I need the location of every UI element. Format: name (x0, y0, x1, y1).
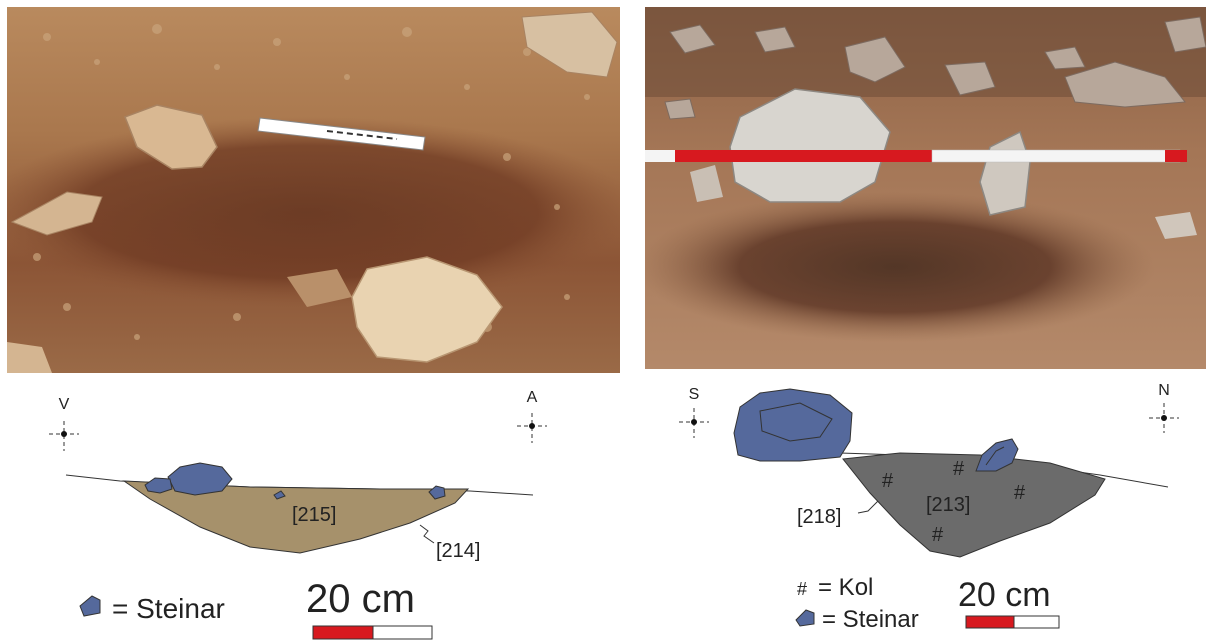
excavation-photo-left (7, 7, 620, 373)
compass-label-a: A (527, 389, 538, 406)
compass-marker-s: S (679, 386, 709, 438)
fill-213-shape (842, 452, 1106, 558)
scale-label-left: 20 cm (306, 577, 415, 621)
fill-label-215: [215] (292, 504, 336, 526)
scale-bar-red (312, 625, 374, 640)
scale-bar-red-right (965, 615, 1015, 629)
stone-shape (273, 490, 286, 500)
cut-leader-line (419, 524, 435, 544)
scale-label-right: 20 cm (958, 576, 1051, 614)
fill-215-shape (122, 480, 470, 554)
compass-label-s: S (689, 386, 700, 403)
compass-marker-a: A (517, 389, 547, 443)
legend-charcoal-icon: # (797, 579, 807, 599)
stone-shape (733, 388, 853, 462)
fill-label-213: [213] (926, 494, 970, 516)
charcoal-mark: # (953, 458, 965, 480)
legend-stone-label: = Steinar (112, 593, 225, 624)
legend-stone-icon (79, 595, 101, 617)
cut-label-218: [218] (797, 506, 841, 528)
excavation-photo-right (645, 7, 1206, 369)
compass-label-v: V (59, 396, 70, 413)
compass-marker-n: N (1149, 382, 1179, 433)
cut-leader-line-right (857, 500, 879, 514)
compass-marker-v: V (49, 396, 79, 451)
stone-shape (975, 438, 1019, 472)
compass-label-n: N (1158, 382, 1170, 399)
charcoal-mark: # (882, 470, 894, 492)
charcoal-mark: # (1014, 482, 1026, 504)
legend-charcoal-label: = Kol (818, 574, 873, 601)
stone-shape (428, 485, 446, 500)
left-section-profile: V A [215] [214] = Steinar 20 cm (49, 389, 547, 640)
stone-shape (144, 477, 173, 494)
stone-shape (167, 462, 233, 496)
scale-bar-white-right (1013, 615, 1060, 629)
charcoal-mark: # (932, 524, 944, 546)
legend-stone-label-right: = Steinar (822, 606, 919, 633)
legend-stone-icon-right (795, 609, 815, 627)
right-section-profile: S N # # # # [213] [218] # = Kol = Steina… (679, 382, 1179, 633)
section-drawings: V A [215] [214] = Steinar 20 cm (49, 382, 1179, 640)
cut-label-214: [214] (436, 540, 480, 562)
scale-bar-white (372, 625, 433, 640)
